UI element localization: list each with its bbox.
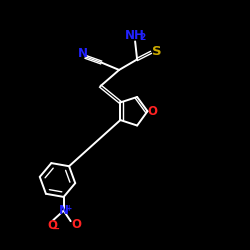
Text: O: O [47,219,57,232]
Text: 2: 2 [140,33,146,42]
Text: +: + [65,204,71,213]
Text: S: S [152,45,161,58]
Text: N: N [59,204,69,217]
Text: O: O [147,105,157,118]
Text: O: O [71,218,81,232]
Text: N: N [78,47,88,60]
Text: NH: NH [125,29,145,42]
Text: −: − [52,224,60,234]
